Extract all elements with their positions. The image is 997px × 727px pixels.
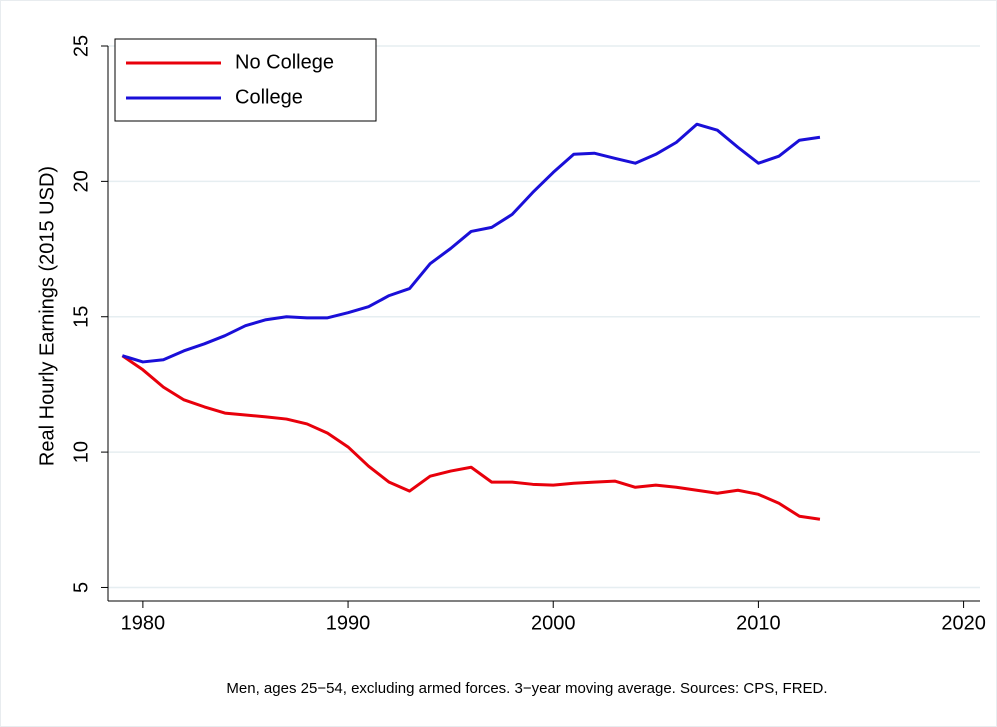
y-tick-label: 15 — [70, 306, 92, 328]
series-line — [121, 354, 821, 521]
series-line — [121, 122, 821, 364]
y-tick-label: 25 — [70, 35, 92, 57]
y-tick-label: 5 — [70, 582, 92, 593]
x-tick-label: 2010 — [736, 612, 781, 634]
x-tick-label: 1980 — [121, 612, 166, 634]
legend-label: No College — [235, 51, 334, 73]
x-tick-label: 1990 — [326, 612, 371, 634]
x-tick-label: 2000 — [531, 612, 576, 634]
legend-box — [114, 38, 377, 122]
y-tick-label: 10 — [70, 441, 92, 463]
legend-label: College — [235, 86, 303, 108]
caption: Men, ages 25−54, excluding armed forces.… — [226, 680, 827, 697]
y-tick-label: 20 — [70, 170, 92, 192]
y-axis-label: Real Hourly Earnings (2015 USD) — [36, 166, 58, 466]
x-tick-label: 2020 — [941, 612, 986, 634]
